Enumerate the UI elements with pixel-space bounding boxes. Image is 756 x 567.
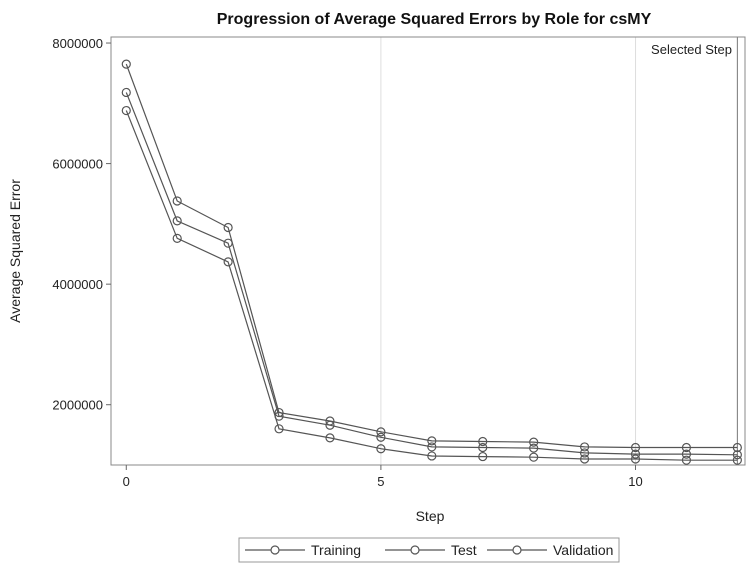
validation-point — [325, 416, 335, 426]
training-point — [681, 455, 692, 465]
x-tick-label: 0 — [123, 474, 130, 489]
validation-legend-label: Validation — [553, 542, 613, 558]
training-point — [172, 233, 182, 243]
test-point — [172, 216, 182, 226]
validation-point — [274, 407, 284, 418]
test-series-line — [125, 92, 738, 456]
training-series-line — [125, 110, 738, 461]
validation-point — [223, 222, 233, 233]
test-point — [681, 449, 692, 459]
validation-series-line — [125, 63, 738, 449]
test-legend-label: Test — [451, 542, 477, 558]
test-legend-marker — [410, 545, 420, 555]
training-point — [274, 424, 284, 434]
y-tick-label: 2000000 — [52, 398, 103, 413]
test-point — [529, 443, 539, 453]
training-point — [529, 452, 539, 462]
selected-step-annotation: Selected Step — [651, 42, 732, 57]
validation-point — [172, 196, 182, 206]
validation-point — [630, 442, 641, 453]
validation-point — [579, 442, 590, 452]
training-point — [376, 444, 386, 454]
training-legend-marker — [270, 545, 280, 555]
training-point — [478, 451, 488, 462]
training-point — [223, 257, 233, 267]
test-point — [630, 449, 641, 459]
test-point — [732, 450, 742, 460]
plot-frame — [110, 36, 746, 466]
x-tick-label: 10 — [628, 474, 642, 489]
test-point — [579, 448, 590, 458]
validation-point — [121, 59, 131, 69]
validation-point — [376, 427, 386, 437]
training-point — [325, 433, 335, 443]
training-point — [630, 454, 641, 464]
x-axis-label: Step — [416, 508, 445, 524]
chart-title: Progression of Average Squared Errors by… — [217, 11, 652, 28]
training-point — [121, 105, 131, 116]
y-tick-label: 6000000 — [52, 157, 103, 172]
test-point — [121, 87, 131, 98]
x-tick-label: 5 — [377, 474, 384, 489]
validation-point — [681, 442, 692, 453]
validation-point — [478, 436, 488, 447]
y-tick-label: 8000000 — [52, 36, 103, 51]
test-point — [376, 432, 386, 442]
validation-point — [529, 437, 539, 447]
training-point — [579, 454, 590, 464]
y-tick-label: 4000000 — [52, 277, 103, 292]
validation-legend-marker — [512, 545, 522, 555]
test-point — [427, 442, 437, 452]
test-point — [478, 442, 488, 453]
training-point — [427, 451, 437, 461]
validation-point — [427, 436, 437, 446]
y-axis-label: Average Squared Error — [7, 179, 23, 323]
training-point — [732, 455, 742, 465]
validation-point — [732, 442, 742, 453]
training-legend-label: Training — [311, 542, 361, 558]
